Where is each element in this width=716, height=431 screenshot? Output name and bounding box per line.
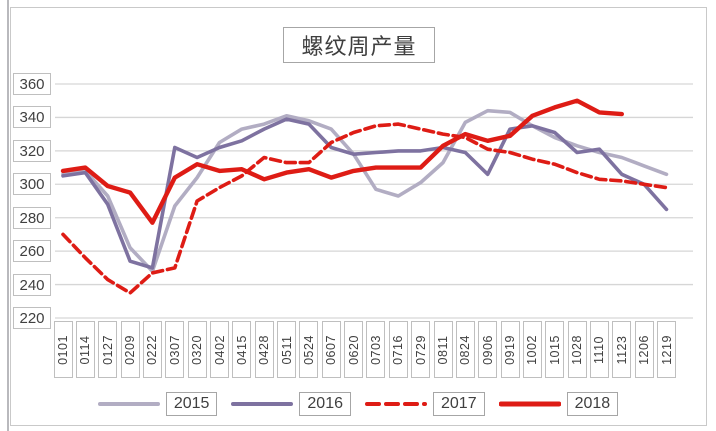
legend-line-sample-2016 xyxy=(231,402,294,406)
x-axis-label: 1002 xyxy=(522,321,542,378)
x-axis-label-text: 0101 xyxy=(56,334,70,365)
x-axis-label-text: 0127 xyxy=(100,334,115,365)
x-axis-label-text: 0307 xyxy=(167,334,182,365)
y-axis-label: 340 xyxy=(13,106,51,128)
x-axis-label: 0114 xyxy=(75,321,95,378)
x-axis-label-text: 1015 xyxy=(547,334,562,365)
legend-label-2018: 2018 xyxy=(566,392,619,416)
x-axis-label: 0824 xyxy=(455,321,475,378)
x-axis-label: 0127 xyxy=(98,321,118,378)
legend-line-sample-2017 xyxy=(365,402,427,406)
legend-label-2016: 2016 xyxy=(299,392,351,416)
x-axis-label: 0402 xyxy=(210,321,229,378)
x-axis-label: 0307 xyxy=(165,321,185,378)
x-axis-label-text: 1206 xyxy=(637,334,652,365)
x-axis-label: 1206 xyxy=(634,321,654,378)
chart-legend: 2015 2016 2017 2018 xyxy=(0,392,716,416)
series-line-2017 xyxy=(61,122,669,295)
x-axis-label-text: 0919 xyxy=(503,334,517,365)
legend-item-2015: 2015 xyxy=(97,392,218,416)
x-axis-label: 0222 xyxy=(142,321,162,378)
x-axis-label-text: 0511 xyxy=(279,335,294,364)
x-axis-label-text: 1028 xyxy=(570,334,585,365)
x-axis-label: 0415 xyxy=(232,321,252,378)
x-axis-label: 0320 xyxy=(187,321,207,378)
x-axis-label: 0906 xyxy=(478,321,498,378)
x-axis-label-text: 0222 xyxy=(145,334,160,365)
x-axis-label: 1123 xyxy=(612,321,632,378)
x-axis-label-text: 0716 xyxy=(391,334,406,365)
y-axis-label: 320 xyxy=(13,140,51,162)
series-line-2018 xyxy=(60,98,624,225)
x-axis-label-text: 1123 xyxy=(614,335,629,364)
legend-item-2017: 2017 xyxy=(365,392,485,416)
x-axis-label: 0511 xyxy=(277,321,296,378)
x-axis-label: 0524 xyxy=(299,321,319,378)
x-axis-label-text: 0811 xyxy=(436,335,450,364)
x-axis-label: 0101 xyxy=(53,321,73,378)
legend-label-2015: 2015 xyxy=(165,392,218,416)
x-axis-label: 1015 xyxy=(545,321,565,378)
series-line-2016 xyxy=(61,117,669,270)
x-axis-label: 0607 xyxy=(321,321,341,378)
x-axis-label-text: 0620 xyxy=(346,334,361,365)
x-axis-label-text: 0402 xyxy=(212,334,227,365)
x-axis-label: 1110 xyxy=(589,321,609,378)
x-axis-label-text: 0824 xyxy=(458,334,473,365)
x-axis-label: 0729 xyxy=(411,321,431,378)
legend-item-2018: 2018 xyxy=(498,392,619,416)
x-axis-label: 0620 xyxy=(344,321,364,378)
x-axis-label-text: 0209 xyxy=(123,334,138,365)
x-axis-label-text: 1002 xyxy=(525,334,540,365)
x-axis-label: 0811 xyxy=(433,321,453,378)
y-axis-label: 280 xyxy=(13,207,51,229)
legend-label-2017: 2017 xyxy=(433,392,485,416)
x-axis-label: 0716 xyxy=(388,321,408,378)
x-axis-label: 1028 xyxy=(567,321,587,378)
x-axis-label: 1219 xyxy=(657,321,676,378)
x-axis-label-text: 0415 xyxy=(234,334,249,365)
x-axis-label-text: 0524 xyxy=(301,334,316,365)
legend-item-2016: 2016 xyxy=(231,392,351,416)
window-edge-rule xyxy=(7,0,9,431)
x-axis-label: 0428 xyxy=(254,321,274,378)
x-axis-label-text: 1110 xyxy=(592,335,607,364)
y-axis-label: 260 xyxy=(13,240,51,262)
y-axis-label: 360 xyxy=(13,73,51,95)
series-line-2015 xyxy=(61,108,669,274)
x-axis-label-text: 0320 xyxy=(190,334,205,365)
x-axis-label-text: 0114 xyxy=(78,335,93,364)
chart-title: 螺纹周产量 xyxy=(283,27,435,63)
legend-line-sample-2015 xyxy=(97,402,160,406)
x-axis-label: 0919 xyxy=(500,321,520,378)
x-axis-label-text: 1219 xyxy=(659,334,674,365)
x-axis-label-text: 0607 xyxy=(324,334,339,365)
y-axis-label: 300 xyxy=(13,173,51,195)
legend-line-sample-2018 xyxy=(498,401,561,407)
x-axis-label-text: 0703 xyxy=(368,334,383,365)
x-axis-label-text: 0729 xyxy=(413,334,428,365)
y-axis-label: 240 xyxy=(13,274,51,296)
y-axis-label: 220 xyxy=(13,307,51,329)
x-axis-label: 0209 xyxy=(120,321,140,378)
x-axis-label: 0703 xyxy=(366,321,386,378)
x-axis-label-text: 0428 xyxy=(257,334,272,365)
x-axis-label-text: 0906 xyxy=(480,334,495,365)
